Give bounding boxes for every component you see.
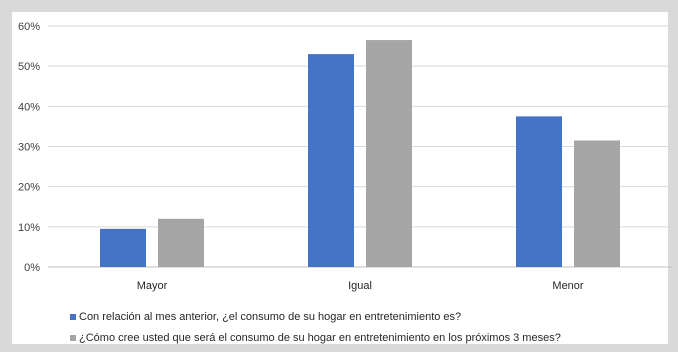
y-tick-label: 40% xyxy=(18,101,40,113)
legend-swatch-series-1 xyxy=(70,314,76,320)
bar-series-1-menor xyxy=(516,116,562,267)
legend-swatch-series-2 xyxy=(70,335,76,341)
legend-label-series-2: ¿Cómo cree usted que será el consumo de … xyxy=(79,332,561,344)
bar-series-2-menor xyxy=(574,140,620,267)
y-tick-label: 0% xyxy=(24,262,40,274)
y-axis-ticks: 0% 10% 20% 30% 40% 50% 60% xyxy=(18,21,40,274)
legend-label-series-1: Con relación al mes anterior, ¿el consum… xyxy=(79,311,462,323)
y-tick-label: 20% xyxy=(18,182,40,194)
gridlines xyxy=(48,25,672,268)
x-category-label: Igual xyxy=(348,280,372,292)
bar-series-2-igual xyxy=(366,40,412,267)
bar-series-1-igual xyxy=(308,54,354,267)
x-category-label: Mayor xyxy=(137,280,168,292)
bars xyxy=(100,40,620,267)
x-axis-categories: Mayor Igual Menor xyxy=(137,280,584,292)
y-tick-label: 60% xyxy=(18,21,40,33)
legend-item-series-2: ¿Cómo cree usted que será el consumo de … xyxy=(70,332,561,344)
bar-series-1-mayor xyxy=(100,228,146,267)
y-tick-label: 50% xyxy=(18,61,40,73)
legend-item-series-1: Con relación al mes anterior, ¿el consum… xyxy=(70,311,461,323)
bar-series-2-mayor xyxy=(158,218,204,267)
x-category-label: Menor xyxy=(552,280,584,292)
y-tick-label: 10% xyxy=(18,222,40,234)
y-tick-label: 30% xyxy=(18,142,40,154)
